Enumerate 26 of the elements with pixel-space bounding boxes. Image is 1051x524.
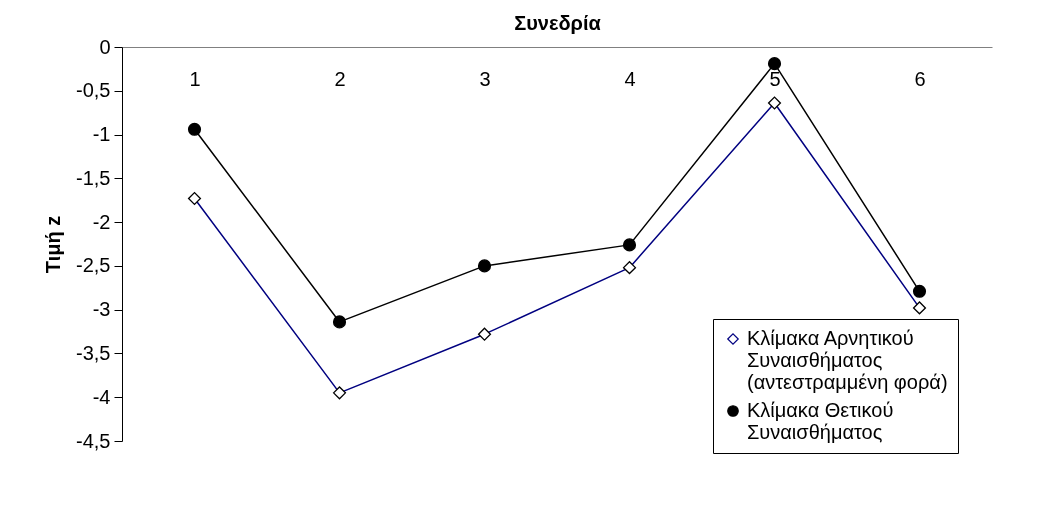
point bbox=[767, 57, 782, 71]
y-tick-label: -4 bbox=[92, 385, 111, 408]
y-tick-label: -4,5 bbox=[76, 429, 111, 452]
x-tick-label: 1 bbox=[189, 67, 201, 90]
point bbox=[622, 238, 637, 252]
y-tick-label: -3 bbox=[92, 298, 111, 321]
legend-label: Κλίμακα Αρνητικού Συναισθήματος (αντεστραμμένη φορά) bbox=[747, 327, 948, 393]
point bbox=[912, 284, 927, 298]
x-tick-label: 2 bbox=[334, 67, 346, 90]
point bbox=[187, 122, 202, 136]
x-axis-title: Συνεδρία bbox=[514, 11, 602, 34]
y-tick-label: -3,5 bbox=[76, 341, 111, 364]
y-tick-label: -1,5 bbox=[76, 166, 111, 189]
y-tick-label: -1 bbox=[92, 123, 111, 146]
x-tick-label: 6 bbox=[914, 67, 926, 90]
x-tick-label: 3 bbox=[479, 67, 491, 90]
point bbox=[332, 315, 347, 329]
y-tick-label: -2 bbox=[92, 210, 111, 233]
x-tick-label: 4 bbox=[624, 67, 636, 90]
y-tick-label: -0,5 bbox=[76, 79, 111, 102]
y-axis-title: Τιμή z bbox=[42, 215, 65, 274]
y-tick-label: 0 bbox=[99, 35, 111, 58]
legend-label: Κλίμακα Θετικού Συναισθήματος bbox=[747, 399, 894, 443]
y-tick-label: -2,5 bbox=[76, 254, 111, 277]
point bbox=[477, 259, 492, 273]
x-tick-label: 5 bbox=[769, 67, 781, 90]
